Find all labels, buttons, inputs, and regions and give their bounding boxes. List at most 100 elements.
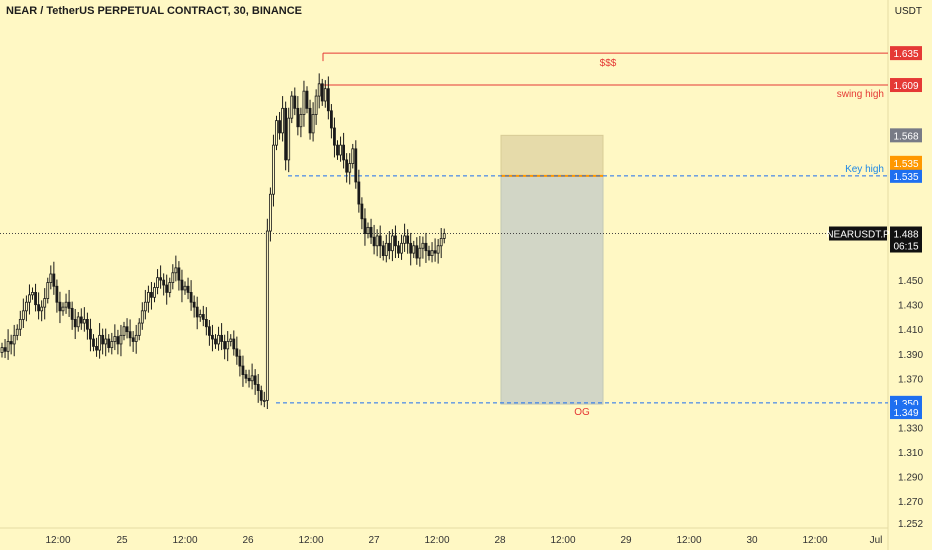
candle-body	[272, 144, 275, 195]
price-label-text: 1.349	[893, 408, 918, 419]
candle-body	[67, 301, 71, 309]
price-label-box	[890, 155, 922, 170]
level-note: Key high	[845, 164, 884, 175]
candle-body	[351, 148, 355, 164]
candle-body	[49, 273, 53, 283]
candle-body	[86, 319, 89, 330]
candle-body	[403, 235, 407, 244]
position-target-zone	[500, 134, 604, 177]
candle-body	[52, 273, 56, 287]
candle-body	[290, 95, 294, 119]
candle-body	[61, 306, 65, 312]
candle-body	[192, 301, 196, 308]
y-tick-label: 1.270	[898, 497, 923, 508]
candle-body	[317, 83, 321, 97]
candle-body	[98, 334, 101, 351]
candle-body	[369, 226, 373, 238]
candle-body	[381, 245, 385, 256]
candle-body	[92, 338, 95, 347]
candle-body	[323, 88, 327, 102]
candle-body	[207, 326, 211, 336]
candle-body	[153, 287, 156, 298]
candle-body	[247, 377, 251, 382]
candle-body	[427, 250, 431, 256]
candle-body	[339, 144, 342, 156]
candle-body	[220, 334, 224, 342]
candle-body	[156, 277, 159, 288]
candle-body	[3, 347, 7, 352]
candle-body	[116, 336, 120, 345]
candle-body	[342, 144, 346, 161]
last-price-box	[890, 226, 922, 253]
level-note: $$$	[600, 58, 617, 69]
candle-body	[296, 107, 300, 128]
candle-body	[229, 338, 233, 342]
price-label-box	[890, 128, 922, 143]
position-risk-zone	[500, 175, 604, 405]
candle-body	[189, 292, 193, 303]
candle-body	[314, 95, 318, 115]
candle-body	[34, 292, 37, 306]
candle-body	[128, 331, 132, 339]
x-tick-label: 12:00	[172, 535, 197, 546]
currency-label: USDT	[894, 6, 922, 17]
candle-body	[107, 338, 111, 349]
x-tick-label: 12:00	[676, 535, 701, 546]
candle-body	[278, 120, 281, 134]
price-label-text: 1.535	[893, 172, 918, 183]
candle-body	[162, 279, 166, 286]
candle-body	[333, 127, 336, 146]
candle-body	[378, 235, 382, 247]
candle-body	[76, 316, 80, 328]
candle-body	[101, 334, 105, 345]
candle-body	[262, 399, 266, 402]
candle-body	[55, 285, 59, 303]
candle-body	[43, 298, 47, 308]
candle-body	[146, 292, 150, 303]
candle-body	[284, 107, 288, 161]
candle-body	[311, 114, 315, 134]
candle-body	[28, 294, 31, 303]
x-tick-label: 25	[116, 535, 128, 546]
candle-body	[159, 277, 163, 281]
candle-body	[232, 338, 236, 350]
candle-body	[119, 334, 123, 345]
candle-body	[375, 235, 379, 247]
candle-body	[244, 374, 248, 379]
x-tick-label: 26	[242, 535, 254, 546]
y-tick-label: 1.410	[898, 325, 923, 336]
symbol-tag-text: NEARUSDT.P	[826, 230, 890, 241]
candle-body	[24, 301, 28, 312]
candle-body	[433, 250, 437, 254]
candle-body	[122, 326, 126, 336]
x-tick-label: 30	[746, 535, 758, 546]
y-tick-label: 1.370	[898, 374, 923, 385]
candle-body	[217, 334, 220, 345]
candle-body	[125, 326, 129, 333]
y-tick-label: 1.330	[898, 423, 923, 434]
candle-body	[201, 314, 205, 320]
candle-body	[415, 245, 419, 259]
candle-body	[439, 238, 443, 247]
candle-body	[394, 235, 397, 247]
candle-body	[165, 284, 169, 293]
candle-body	[354, 148, 358, 183]
candle-body	[64, 301, 68, 308]
candle-body	[348, 163, 352, 173]
candle-body	[259, 390, 263, 401]
candle-body	[9, 341, 13, 345]
candle-body	[198, 314, 202, 318]
candle-body	[137, 322, 141, 336]
candle-body	[256, 384, 260, 391]
y-tick-label: 1.290	[898, 472, 923, 483]
last-price-text: 1.488	[893, 230, 918, 241]
level-note: swing high	[837, 89, 884, 100]
candle-body	[268, 193, 272, 232]
candle-body	[400, 242, 403, 254]
candle-body	[412, 245, 416, 254]
candle-body	[436, 245, 440, 254]
candle-body	[95, 345, 98, 351]
candle-body	[6, 341, 10, 352]
price-label-text: 1.635	[893, 49, 918, 60]
